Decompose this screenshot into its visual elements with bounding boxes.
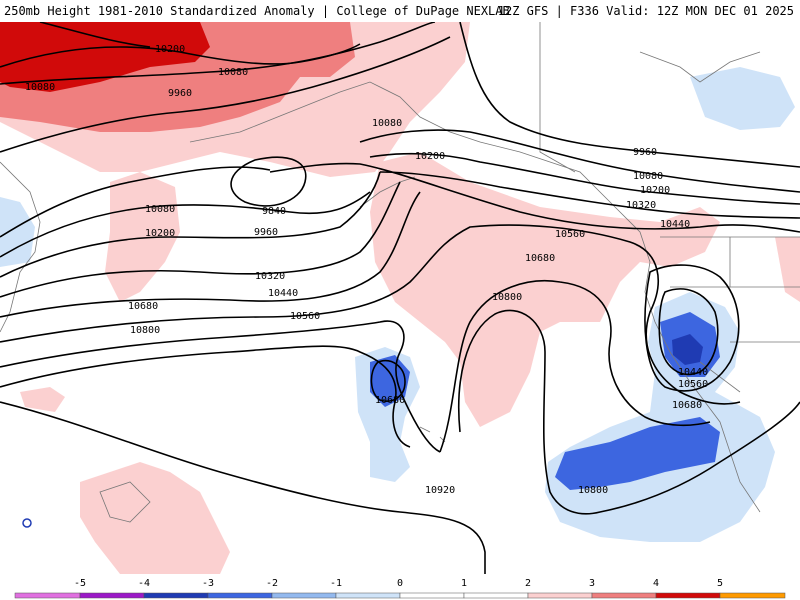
positive-anomaly-shading [0, 22, 800, 574]
colorbar-segment [79, 592, 145, 599]
contour-label-9960-canada: 9960 [633, 147, 657, 158]
contour-label-10080-nw: 10080 [218, 67, 248, 78]
colorbar-segment [527, 592, 593, 599]
contour-label-10200-nw: 10200 [155, 44, 185, 55]
colorbar-ticks: -5 -4 -3 -2 -1 0 1 2 3 4 5 [74, 578, 723, 589]
contour-label-10320-canada: 10320 [626, 200, 656, 211]
contour-labels: 10200 10080 10080 9960 10080 10200 9960 … [25, 44, 708, 496]
colorbar-segment [719, 592, 786, 599]
colorbar-tick-label: -3 [202, 578, 214, 589]
contour-label-10560-east: 10560 [555, 229, 585, 240]
contour-label-10800-south: 10800 [578, 485, 608, 496]
colorbar-tick-label: 0 [397, 578, 403, 589]
colorbar-tick-label: -2 [266, 578, 278, 589]
colorbar-tick-label: 5 [717, 578, 723, 589]
contour-label-9960-north: 9960 [168, 88, 192, 99]
colorbar-tick-label: -1 [330, 578, 342, 589]
contour-label-10440-west: 10440 [268, 288, 298, 299]
contour-label-10560-socal-low: 10560 [678, 379, 708, 390]
contour-label-10080-alaska: 10080 [372, 118, 402, 129]
contour-label-10680-west: 10680 [128, 301, 158, 312]
small-low-marker [22, 518, 32, 528]
colorbar: -5 -4 -3 -2 -1 0 1 2 3 4 5 [14, 578, 786, 599]
colorbar-tick-label: 1 [461, 578, 467, 589]
contour-label-10920-south: 10920 [425, 485, 455, 496]
colorbar-segment [14, 592, 81, 599]
contour-label-10440-coast: 10440 [660, 219, 690, 230]
contour-label-10680-hawaii-low: 10680 [375, 395, 405, 406]
model-run-info: 12Z GFS | F336 Valid: 12Z MON DEC 01 202… [497, 4, 794, 18]
colorbar-tick-label: 2 [525, 578, 531, 589]
contour-label-10680-socal-low: 10680 [672, 400, 702, 411]
colorbar-tick-label: 3 [589, 578, 595, 589]
contour-label-10080-west: 10080 [145, 204, 175, 215]
weather-map: 10200 10080 10080 9960 10080 10200 9960 … [0, 22, 800, 574]
contour-label-10320-west: 10320 [255, 271, 285, 282]
contour-label-10200-canada: 10200 [640, 185, 670, 196]
negative-anomaly-shading [0, 67, 795, 542]
contour-label-10200-alaska: 10200 [415, 151, 445, 162]
colorbar-tick-label: -4 [138, 578, 150, 589]
map-header: 250mb Height 1981-2010 Standardized Anom… [0, 0, 800, 22]
colorbar-segments [14, 592, 786, 599]
contour-label-10800-center: 10800 [492, 292, 522, 303]
contour-label-9960-center: 9960 [254, 227, 278, 238]
contour-label-9840-low: 9840 [262, 206, 286, 217]
colorbar-segment [271, 592, 337, 599]
colorbar-segment [655, 592, 721, 599]
colorbar-segment [591, 592, 657, 599]
map-title: 250mb Height 1981-2010 Standardized Anom… [4, 4, 510, 18]
height-contours [0, 22, 800, 574]
colorbar-segment [463, 592, 529, 599]
contour-label-10080-canada: 10080 [633, 171, 663, 182]
contour-label-10440-socal-low: 10440 [678, 367, 708, 378]
colorbar-segment [143, 592, 209, 599]
colorbar-segment [207, 592, 273, 599]
contour-label-10560-west: 10560 [290, 311, 320, 322]
contour-label-10080-far-west: 10080 [25, 82, 55, 93]
contour-label-10680-east: 10680 [525, 253, 555, 264]
colorbar-segment [399, 592, 465, 599]
contour-label-10200-west: 10200 [145, 228, 175, 239]
colorbar-segment [335, 592, 401, 599]
colorbar-tick-label: 4 [653, 578, 659, 589]
contour-label-10800-west: 10800 [130, 325, 160, 336]
colorbar-tick-label: -5 [74, 578, 86, 589]
